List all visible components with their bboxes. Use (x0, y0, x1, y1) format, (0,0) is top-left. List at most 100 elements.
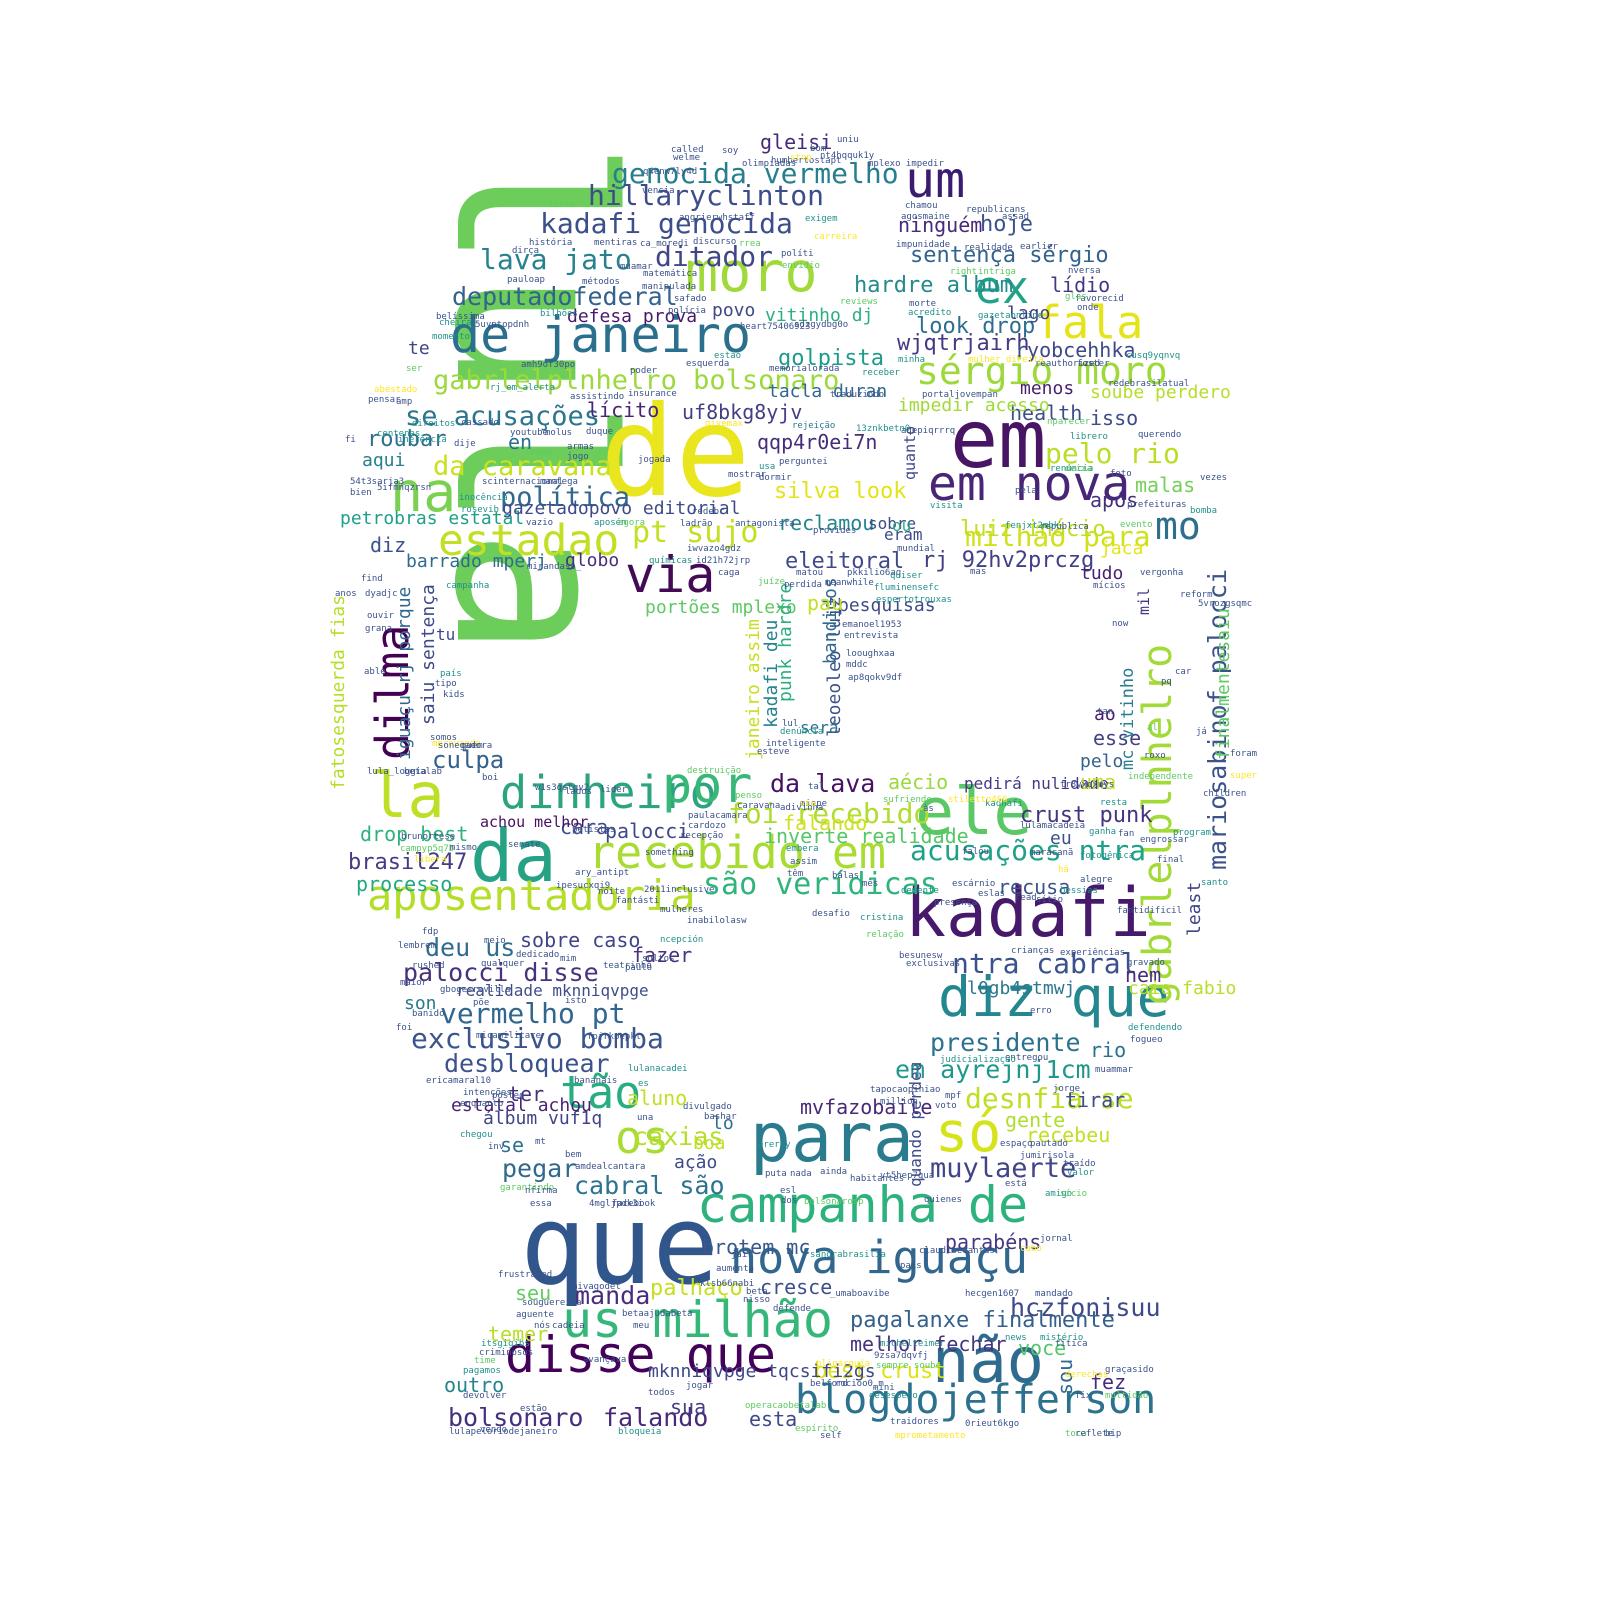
cloud-word: multidão (1105, 1391, 1149, 1401)
cloud-word: amp (396, 397, 413, 407)
cloud-word: amh9of30po (521, 360, 576, 370)
cloud-word: químicas (649, 556, 693, 566)
cloud-word: 5ifmnqzrsn (377, 483, 432, 493)
cloud-word: embera (786, 844, 819, 854)
cloud-word: mícios (1093, 581, 1126, 591)
cloud-word: betaajudabeta (622, 1309, 693, 1319)
cloud-word: petistas (572, 825, 616, 835)
cloud-word: bloqueia (618, 1427, 662, 1437)
cloud-word: ou (892, 516, 912, 535)
cloud-word: pelo rio (1045, 437, 1180, 470)
cloud-word: defende (773, 1304, 811, 1314)
cloud-word: mismo (450, 843, 478, 853)
cloud-word: santo (1201, 878, 1229, 888)
cloud-word: inv (488, 1142, 505, 1152)
cloud-word: inocência (459, 493, 508, 503)
cloud-word: eslas (978, 889, 1006, 899)
cloud-word: mvfazobaile (800, 1095, 933, 1119)
cloud-word: se acusações (405, 401, 601, 432)
cloud-word: mas (970, 567, 987, 577)
cloud-word: avançava (583, 1355, 627, 1365)
cloud-word: librero (1070, 432, 1108, 442)
cloud-word: self (820, 1431, 842, 1441)
cloud-word: estão (520, 1404, 548, 1414)
cloud-word: anos (335, 589, 357, 599)
cloud-word: fotogênica (1080, 851, 1135, 861)
cloud-word: luiz inácio (960, 517, 1106, 542)
cloud-word: million (880, 1097, 918, 1107)
cloud-word: sentença sérgio (910, 243, 1109, 268)
cloud-word: tan (1097, 707, 1114, 717)
cloud-word: morte (909, 299, 937, 309)
cloud-word: temer (488, 1322, 549, 1346)
cloud-word: grana (365, 624, 393, 634)
cloud-word: pau (807, 591, 844, 615)
cloud-word: nisso (743, 1295, 771, 1305)
cloud-word: caio fabio (1128, 978, 1237, 999)
cloud-word: brasil247 (348, 850, 468, 875)
cloud-word: dirça (512, 246, 540, 256)
cloud-word: povo (712, 300, 756, 321)
cloud-word: visita (930, 501, 963, 511)
cloud-word: pelo (1080, 751, 1124, 772)
cloud-word: souguereira (522, 1298, 582, 1308)
cloud-word: ainda (820, 1167, 848, 1177)
cloud-word: kids (443, 690, 465, 700)
cloud-word: receber (862, 368, 900, 378)
cloud-word: habitantes (850, 1174, 905, 1184)
cloud-word: uma (1080, 770, 1117, 794)
cloud-word: 5vrozgsqmc (1198, 599, 1253, 609)
cloud-word: facebook (612, 1199, 656, 1209)
cloud-word: hardre album (854, 273, 1013, 298)
cloud-word: foi recebido (728, 797, 931, 830)
cloud-word: traduzindo (830, 390, 885, 400)
cloud-word: deixa (1065, 464, 1093, 474)
cloud-word: foi (396, 1023, 413, 1033)
cloud-word: angrierwhstaff (679, 213, 755, 223)
cloud-word: achou melhor (480, 813, 589, 831)
cloud-word: agora (618, 518, 646, 528)
cloud-word: globo (565, 550, 620, 571)
cloud-word: nparecer (1047, 417, 1091, 427)
cloud-word: valor (1067, 1168, 1095, 1178)
cloud-word: pesquisas (838, 595, 936, 616)
cloud-word: foster (1077, 359, 1110, 369)
cloud-word: envidio (782, 261, 820, 271)
cloud-word: brunortese (401, 832, 456, 842)
cloud-word: nova iguaçu (730, 1231, 1029, 1284)
cloud-word: rosevib (461, 505, 499, 515)
cloud-word: mo (1155, 504, 1201, 548)
cloud-word: gente (1005, 1108, 1066, 1132)
cloud-word: está (1005, 1179, 1027, 1189)
cloud-word: discurso (693, 237, 737, 247)
cloud-word: reclamou (778, 511, 875, 535)
cloud-word: inverte realidade (764, 824, 969, 848)
cloud-word: la (370, 759, 445, 832)
cloud-word: métodos (582, 277, 620, 287)
cloud-word: mpf (945, 1091, 962, 1101)
cloud-word: pegar (502, 1154, 578, 1183)
cloud-word: maior (400, 978, 428, 988)
cloud-word: jogar (686, 1381, 714, 1391)
cloud-word: 2011inclusive (644, 885, 715, 895)
cloud-word: menos (1020, 378, 1075, 399)
cloud-word: ex (975, 261, 1030, 314)
cloud-word: sua (670, 1395, 707, 1419)
cloud-word: diz (370, 533, 407, 557)
cloud-word: enquanto (460, 1099, 504, 1109)
cloud-word: ganha (1089, 827, 1117, 837)
cloud-word: são verídicas (703, 867, 938, 902)
cloud-word: prefeituras (1127, 500, 1187, 510)
cloud-word: mknniqvpge tqcsifi2gs (648, 1361, 876, 1382)
cloud-word: paulacamara (688, 811, 748, 821)
cloud-word: falou (962, 847, 990, 857)
cloud-word: portaljovempan (922, 390, 998, 400)
cloud-word: mulher_direita (968, 355, 1044, 365)
cloud-word: ericamaral10 (426, 1076, 492, 1086)
cloud-word: stiletto466 (948, 795, 1008, 805)
cloud-word: em ayrejnj1cm (895, 1055, 1091, 1084)
cloud-word: esl (780, 1186, 797, 1196)
cloud-word: fatosesquerda fias (328, 594, 349, 790)
cloud-word: noite (598, 887, 626, 897)
cloud-word: amdealcantara (575, 1162, 646, 1172)
